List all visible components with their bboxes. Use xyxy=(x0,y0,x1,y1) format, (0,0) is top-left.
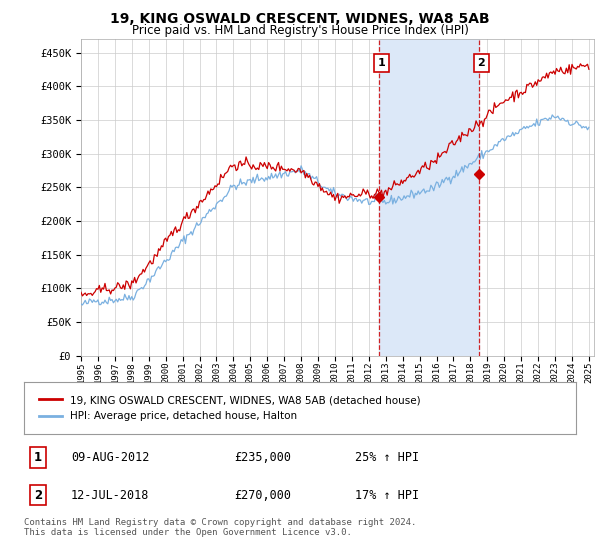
Text: 12-JUL-2018: 12-JUL-2018 xyxy=(71,489,149,502)
Text: 25% ↑ HPI: 25% ↑ HPI xyxy=(355,451,419,464)
Bar xyxy=(379,39,479,356)
Legend: 19, KING OSWALD CRESCENT, WIDNES, WA8 5AB (detached house), HPI: Average price, : 19, KING OSWALD CRESCENT, WIDNES, WA8 5A… xyxy=(35,391,425,426)
Text: 17% ↑ HPI: 17% ↑ HPI xyxy=(355,489,419,502)
Text: 2: 2 xyxy=(34,489,42,502)
Text: 19, KING OSWALD CRESCENT, WIDNES, WA8 5AB: 19, KING OSWALD CRESCENT, WIDNES, WA8 5A… xyxy=(110,12,490,26)
Text: 1: 1 xyxy=(34,451,42,464)
Text: Price paid vs. HM Land Registry's House Price Index (HPI): Price paid vs. HM Land Registry's House … xyxy=(131,24,469,37)
Text: £270,000: £270,000 xyxy=(234,489,291,502)
Text: 2: 2 xyxy=(478,58,485,68)
Text: 1: 1 xyxy=(377,58,385,68)
Text: £235,000: £235,000 xyxy=(234,451,291,464)
Text: 09-AUG-2012: 09-AUG-2012 xyxy=(71,451,149,464)
Text: Contains HM Land Registry data © Crown copyright and database right 2024.
This d: Contains HM Land Registry data © Crown c… xyxy=(24,518,416,538)
